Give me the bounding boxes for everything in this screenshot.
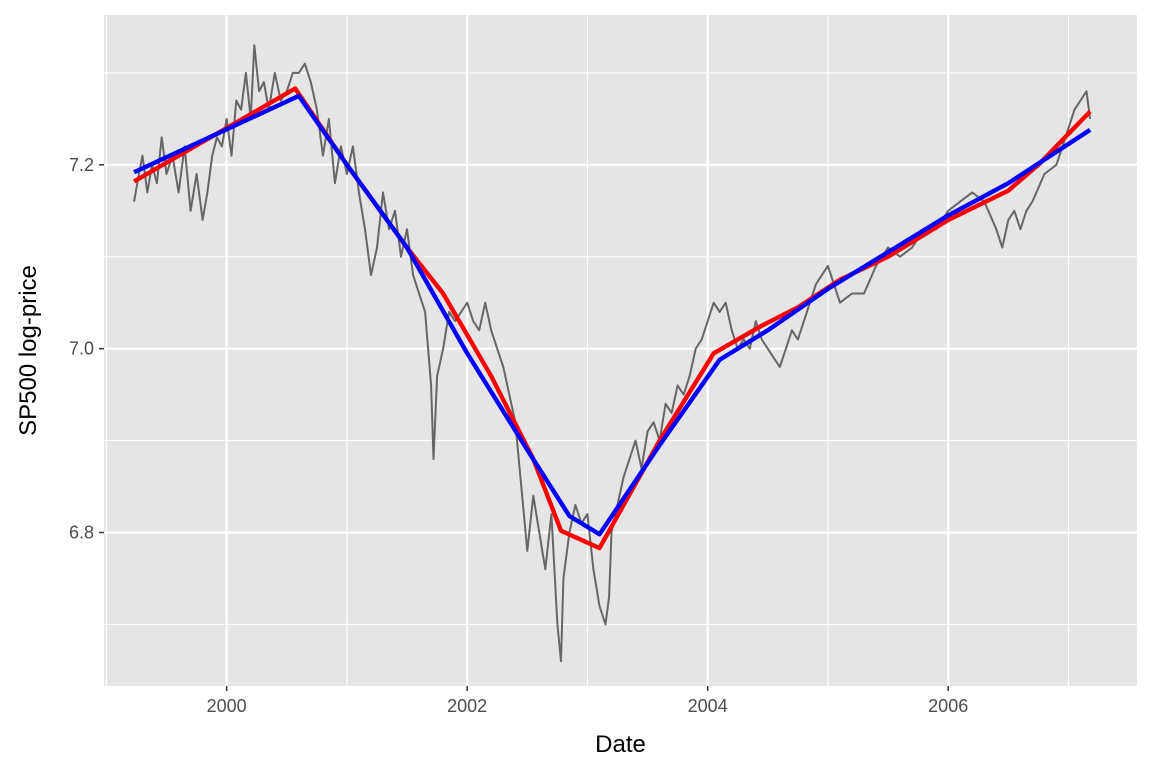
blue-fit-line: [133, 93, 1092, 537]
x-tick-label: 2004: [688, 696, 728, 716]
y-tick-label: 7.0: [69, 339, 94, 359]
x-tick-label: 2002: [447, 696, 487, 716]
x-axis-title: Date: [595, 731, 646, 758]
y-axis-title: SP500 log-price: [15, 265, 42, 436]
y-axis: 6.8 7.0 7.2: [69, 155, 104, 542]
x-tick-label: 2000: [207, 696, 247, 716]
y-tick-label: 7.2: [69, 155, 94, 175]
x-tick-label: 2006: [928, 696, 968, 716]
price-line: [133, 44, 1092, 663]
plot-panel: [104, 15, 1137, 686]
y-tick-label: 6.8: [69, 522, 94, 542]
x-axis: 2000 2002 2004 2006: [207, 686, 968, 716]
series-layer: [133, 44, 1092, 663]
